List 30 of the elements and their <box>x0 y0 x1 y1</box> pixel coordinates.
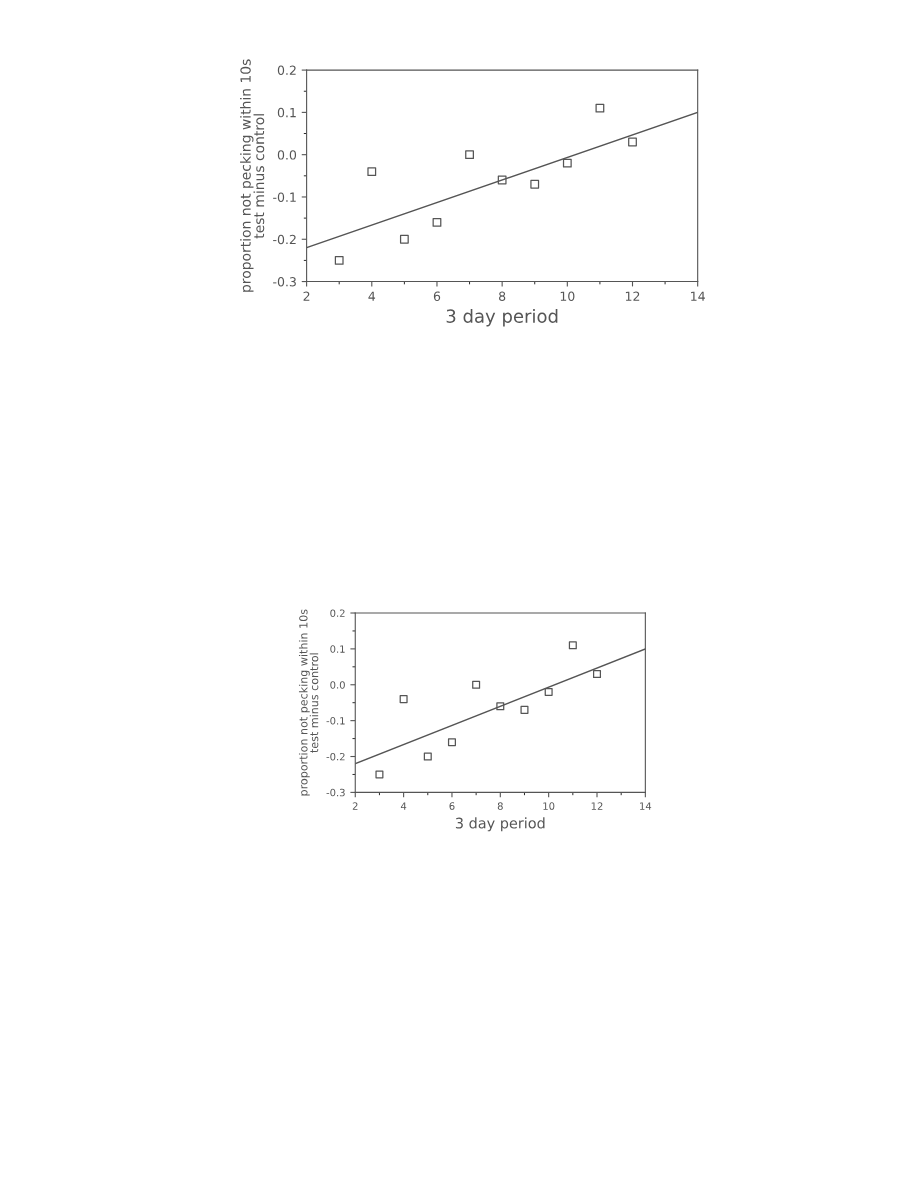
y-tick-label: 0.1 <box>277 107 296 118</box>
x-axis-title: 3 day period <box>446 308 558 327</box>
x-tick-label: 14 <box>691 291 705 301</box>
x-tick-label: 12 <box>625 291 640 301</box>
x-tick-label: 2 <box>352 802 358 810</box>
x-tick-label: 6 <box>433 291 441 301</box>
y-tick-label: 0.2 <box>330 609 345 617</box>
x-tick-label: 2 <box>303 291 310 301</box>
x-tick-label: 4 <box>368 291 376 301</box>
y-tick-label: -0.3 <box>326 788 345 797</box>
y-axis-title: proportion not pecking within 10s test minus control <box>240 59 265 292</box>
x-tick-label: 8 <box>497 802 503 810</box>
y-tick-label: 0.0 <box>277 150 297 160</box>
x-tick-label: 6 <box>449 802 455 810</box>
x-tick-label: 12 <box>591 802 603 810</box>
y-tick-label: -0.2 <box>273 234 296 245</box>
x-axis-title: 3 day period <box>455 817 545 832</box>
y-axis-title: proportion not pecking within 10s test minus control <box>298 609 319 796</box>
x-tick-label: 8 <box>499 291 506 301</box>
y-tick-label: 0.2 <box>277 65 296 76</box>
x-tick-label: 10 <box>560 291 575 301</box>
y-tick-label: -0.2 <box>326 752 345 761</box>
x-tick-label: 10 <box>543 802 555 810</box>
y-tick-label: -0.3 <box>273 277 296 287</box>
x-tick-label: 14 <box>640 802 652 810</box>
y-tick-label: 0.0 <box>330 681 345 689</box>
y-tick-label: 0.1 <box>330 645 345 653</box>
y-tick-label: -0.1 <box>326 717 345 725</box>
x-tick-label: 4 <box>400 802 407 810</box>
y-tick-label: -0.1 <box>273 192 296 202</box>
